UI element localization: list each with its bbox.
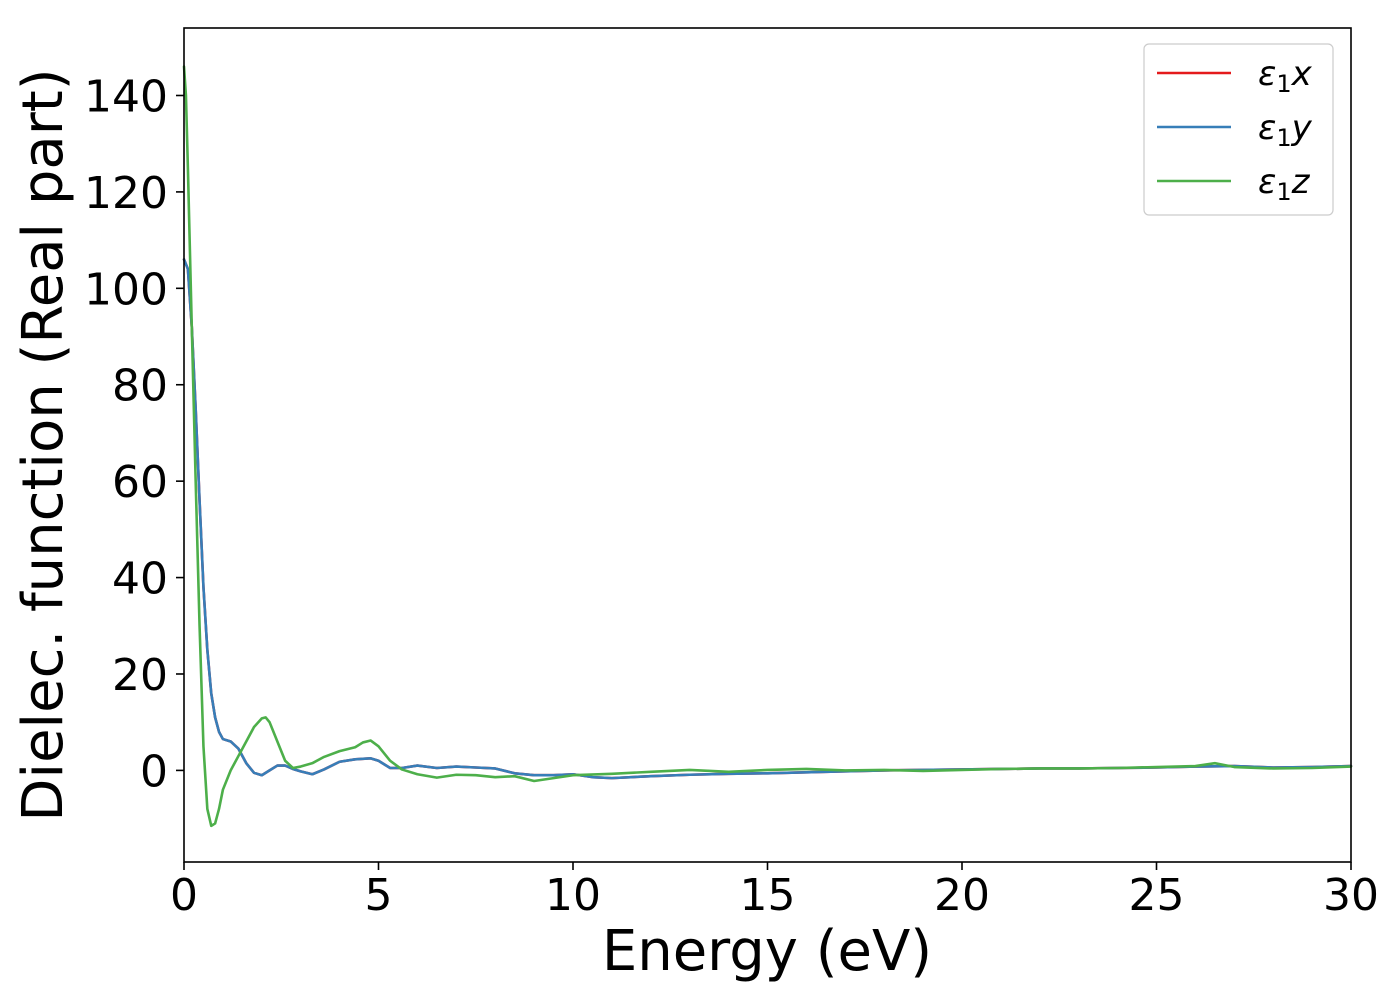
legend-frame — [1143, 43, 1334, 216]
legend-subscript: 1 — [1276, 70, 1291, 98]
x-axis-title: Energy (eV) — [602, 919, 932, 984]
x-tick-label: 15 — [740, 870, 796, 921]
y-tick-label: 0 — [140, 746, 168, 797]
y-tick-label: 60 — [112, 457, 168, 508]
series-line-z — [182, 65, 1353, 828]
legend-label-x: ε1x — [1258, 54, 1313, 98]
y-axis-title: Dielec. function (Real part) — [11, 68, 76, 821]
legend-component: z — [1291, 162, 1311, 202]
legend-label-y: ε1y — [1258, 108, 1313, 152]
series-lines — [182, 65, 1353, 828]
legend-subscript: 1 — [1276, 124, 1291, 152]
x-tick-label: 30 — [1323, 870, 1379, 921]
y-tick-label: 80 — [112, 361, 168, 412]
x-axis: 0 5 10 15 20 25 30 — [170, 862, 1379, 921]
x-tick-label: 0 — [170, 870, 198, 921]
legend-subscript: 1 — [1276, 178, 1291, 206]
y-tick-label: 100 — [84, 264, 168, 315]
x-tick-label: 20 — [934, 870, 990, 921]
legend-epsilon: ε — [1258, 54, 1276, 94]
y-tick-label: 40 — [112, 554, 168, 605]
x-tick-label: 10 — [545, 870, 601, 921]
legend-epsilon: ε — [1258, 162, 1276, 202]
x-tick-label: 25 — [1129, 870, 1185, 921]
y-tick-label: 140 — [84, 71, 168, 122]
legend-component: x — [1291, 54, 1313, 94]
legend-component: y — [1291, 108, 1313, 148]
legend-epsilon: ε — [1258, 108, 1276, 148]
y-axis: 0 20 40 60 80 100 120 140 — [84, 71, 184, 797]
y-tick-label: 120 — [84, 168, 168, 219]
y-tick-label: 20 — [112, 650, 168, 701]
legend-label-z: ε1z — [1258, 162, 1311, 206]
x-tick-label: 5 — [365, 870, 393, 921]
